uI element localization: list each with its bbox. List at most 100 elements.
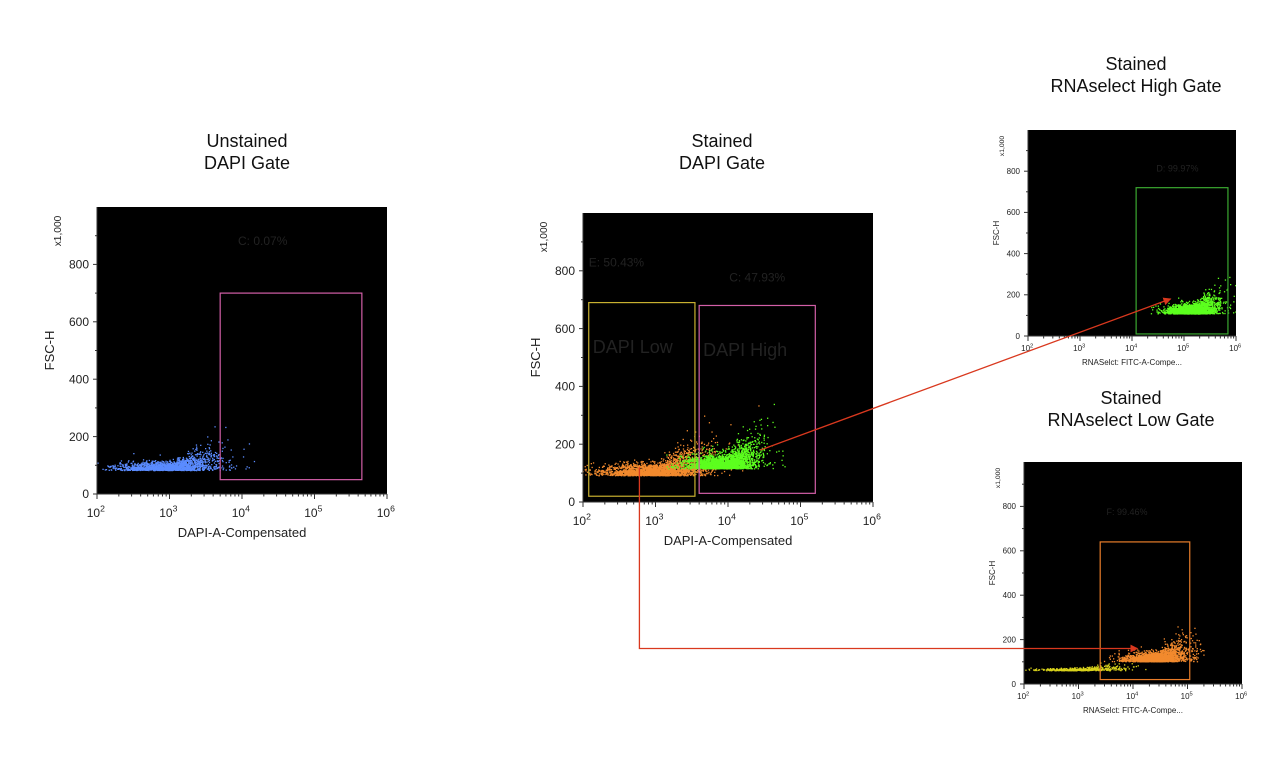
event-point: [164, 468, 166, 470]
event-point: [607, 473, 609, 475]
event-point: [195, 448, 197, 451]
event-point: [689, 454, 691, 456]
event-point: [651, 472, 654, 474]
event-point: [138, 469, 140, 471]
event-point: [669, 460, 671, 463]
event-point: [713, 438, 715, 440]
event-point: [165, 469, 167, 471]
event-point: [112, 467, 114, 469]
event-point: [192, 448, 194, 450]
x-tick-base: 10: [304, 506, 318, 520]
event-point: [651, 460, 654, 462]
event-point: [676, 459, 678, 462]
event-point: [738, 445, 740, 447]
event-point: [202, 463, 204, 465]
event-point: [178, 460, 180, 462]
event-point: [660, 468, 662, 470]
event-point: [645, 468, 647, 470]
event-point: [685, 458, 687, 460]
event-point: [730, 451, 732, 453]
event-point: [212, 459, 214, 461]
event-point: [611, 473, 613, 476]
event-point: [692, 474, 694, 476]
event-point: [209, 453, 211, 456]
event-point: [667, 463, 669, 465]
event-point: [658, 469, 660, 471]
event-point: [136, 469, 139, 471]
event-point: [621, 475, 623, 477]
event-point: [635, 472, 638, 474]
event-point: [681, 467, 683, 469]
event-point: [160, 466, 162, 468]
event-point: [644, 468, 647, 470]
event-point: [645, 472, 647, 474]
event-point: [641, 472, 643, 474]
event-point: [216, 452, 218, 454]
event-point: [211, 454, 213, 456]
event-point: [124, 466, 126, 469]
event-point: [687, 452, 690, 454]
event-point: [688, 453, 690, 455]
event-point: [707, 454, 709, 456]
event-point: [634, 464, 636, 466]
event-point: [681, 464, 683, 466]
event-point: [741, 446, 743, 448]
event-point: [721, 454, 723, 456]
event-point: [151, 461, 154, 463]
event-point: [168, 469, 170, 471]
event-point: [187, 458, 189, 461]
event-point: [648, 471, 650, 474]
event-point: [652, 468, 654, 471]
event-point: [762, 453, 765, 455]
event-point: [124, 464, 127, 467]
event-point: [130, 468, 132, 470]
event-point: [170, 461, 173, 463]
event-point: [668, 468, 670, 470]
event-point: [191, 463, 194, 465]
event-point: [668, 463, 670, 466]
event-point: [153, 466, 155, 468]
event-point: [659, 471, 661, 474]
x-tick-exp: 3: [173, 503, 178, 513]
event-point: [166, 465, 168, 467]
event-point: [149, 466, 151, 468]
event-point: [625, 471, 627, 474]
event-point: [128, 460, 130, 462]
event-point: [767, 417, 769, 419]
event-point: [176, 463, 179, 466]
event-point: [627, 465, 629, 467]
event-point: [704, 473, 706, 475]
event-point: [614, 466, 616, 468]
event-point: [692, 475, 694, 477]
event-point: [225, 426, 227, 429]
event-point: [172, 458, 174, 461]
event-point: [180, 469, 182, 472]
event-point: [132, 468, 134, 470]
event-point: [621, 467, 623, 470]
event-point: [642, 465, 644, 467]
event-point: [210, 450, 212, 452]
event-point: [641, 464, 643, 466]
event-point: [652, 466, 654, 468]
event-point: [196, 449, 198, 451]
event-point: [181, 467, 184, 470]
event-point: [668, 460, 670, 462]
event-point: [200, 451, 202, 453]
event-point: [693, 453, 695, 455]
event-point: [120, 463, 122, 465]
event-point: [655, 471, 658, 474]
event-point: [691, 469, 694, 471]
event-point: [738, 450, 740, 452]
event-point: [652, 470, 654, 472]
event-point: [641, 460, 643, 463]
event-point: [652, 474, 655, 477]
event-point: [134, 466, 136, 469]
event-point: [676, 461, 679, 463]
event-point: [189, 465, 191, 467]
event-point: [170, 468, 172, 471]
event-point: [203, 461, 205, 463]
event-point: [621, 465, 623, 468]
event-point: [187, 453, 189, 455]
event-point: [680, 464, 682, 466]
event-point: [692, 468, 695, 470]
